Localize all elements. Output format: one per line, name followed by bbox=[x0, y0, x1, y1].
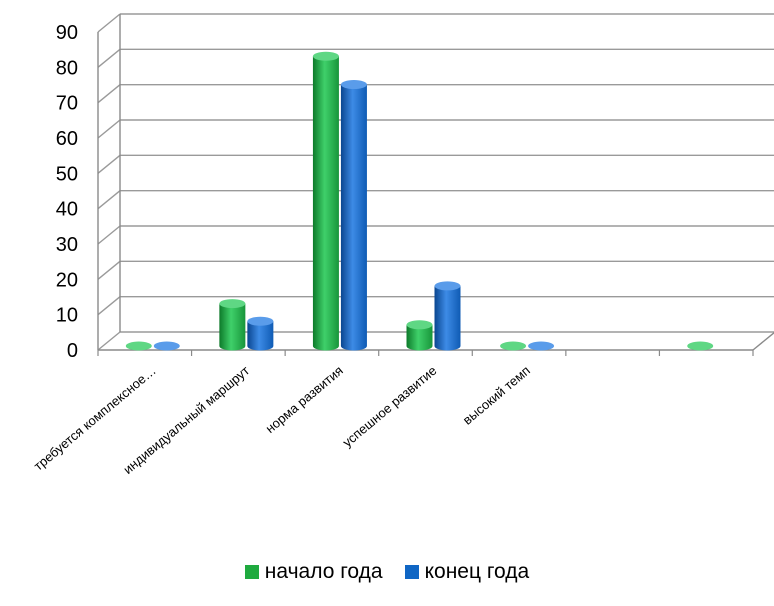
legend-label-series-1: начало года bbox=[264, 560, 383, 583]
gridline-depth-0 bbox=[97, 331, 121, 351]
bar-top-s2-c3 bbox=[340, 80, 367, 90]
bar-top-s1-c7 bbox=[687, 341, 714, 351]
gridline-depth-8 bbox=[97, 48, 121, 68]
bar-top-s2-c2 bbox=[247, 316, 274, 326]
legend-swatch-series-1 bbox=[244, 565, 259, 579]
y-tick-label-3: 30 bbox=[56, 234, 78, 256]
x-tick-label-5: высокий темп bbox=[460, 363, 533, 428]
x-tick-label-4: успешное развитие bbox=[340, 363, 440, 450]
bar-top-s2-c1 bbox=[153, 341, 180, 351]
y-tick-label-8: 80 bbox=[56, 57, 78, 79]
bar-body-s2-c2 bbox=[247, 321, 274, 351]
bar-top-s1-c2 bbox=[219, 299, 246, 309]
bar-top-s2-c4 bbox=[434, 281, 461, 291]
bar-body-s2-c3 bbox=[340, 84, 367, 351]
gridline-depth-2 bbox=[97, 260, 121, 280]
legend-item-series-1: начало года bbox=[244, 560, 383, 584]
y-tick-label-1: 10 bbox=[56, 305, 78, 327]
bar-top-s1-c4 bbox=[406, 320, 433, 330]
gridline-depth-1 bbox=[97, 296, 121, 316]
bar-body-s2-c4 bbox=[434, 285, 461, 351]
bar-top-s1-c5 bbox=[500, 341, 527, 351]
bar-body-s1-c4 bbox=[406, 324, 433, 351]
gridline-depth-4 bbox=[97, 190, 121, 210]
y-tick-label-0: 0 bbox=[67, 340, 78, 362]
legend-label-series-2: конец года bbox=[424, 560, 530, 583]
legend-swatch-series-2 bbox=[404, 565, 419, 579]
legend-item-series-2: конец года bbox=[404, 560, 530, 584]
bar-top-s1-c3 bbox=[312, 51, 339, 61]
bar-body-s1-c2 bbox=[219, 303, 246, 351]
bar-top-s2-c5 bbox=[528, 341, 555, 351]
gridline-depth-6 bbox=[97, 119, 121, 139]
y-tick-label-4: 40 bbox=[56, 199, 78, 221]
gridline-depth-9 bbox=[97, 13, 121, 33]
legend: начало года конец года bbox=[0, 560, 774, 584]
y-tick-label-2: 20 bbox=[56, 269, 78, 291]
y-tick-label-6: 60 bbox=[56, 128, 78, 150]
floor-right-edge bbox=[752, 331, 774, 351]
x-tick-label-3: норма развития bbox=[263, 363, 346, 436]
bar-top-s1-c1 bbox=[125, 341, 152, 351]
y-tick-label-5: 50 bbox=[56, 163, 78, 185]
y-tick-label-9: 90 bbox=[56, 22, 78, 44]
y-tick-label-7: 70 bbox=[56, 93, 78, 115]
gridline-depth-7 bbox=[97, 84, 121, 104]
gridline-depth-5 bbox=[97, 154, 121, 174]
bar-body-s1-c3 bbox=[312, 56, 339, 351]
gridline-depth-3 bbox=[97, 225, 121, 245]
